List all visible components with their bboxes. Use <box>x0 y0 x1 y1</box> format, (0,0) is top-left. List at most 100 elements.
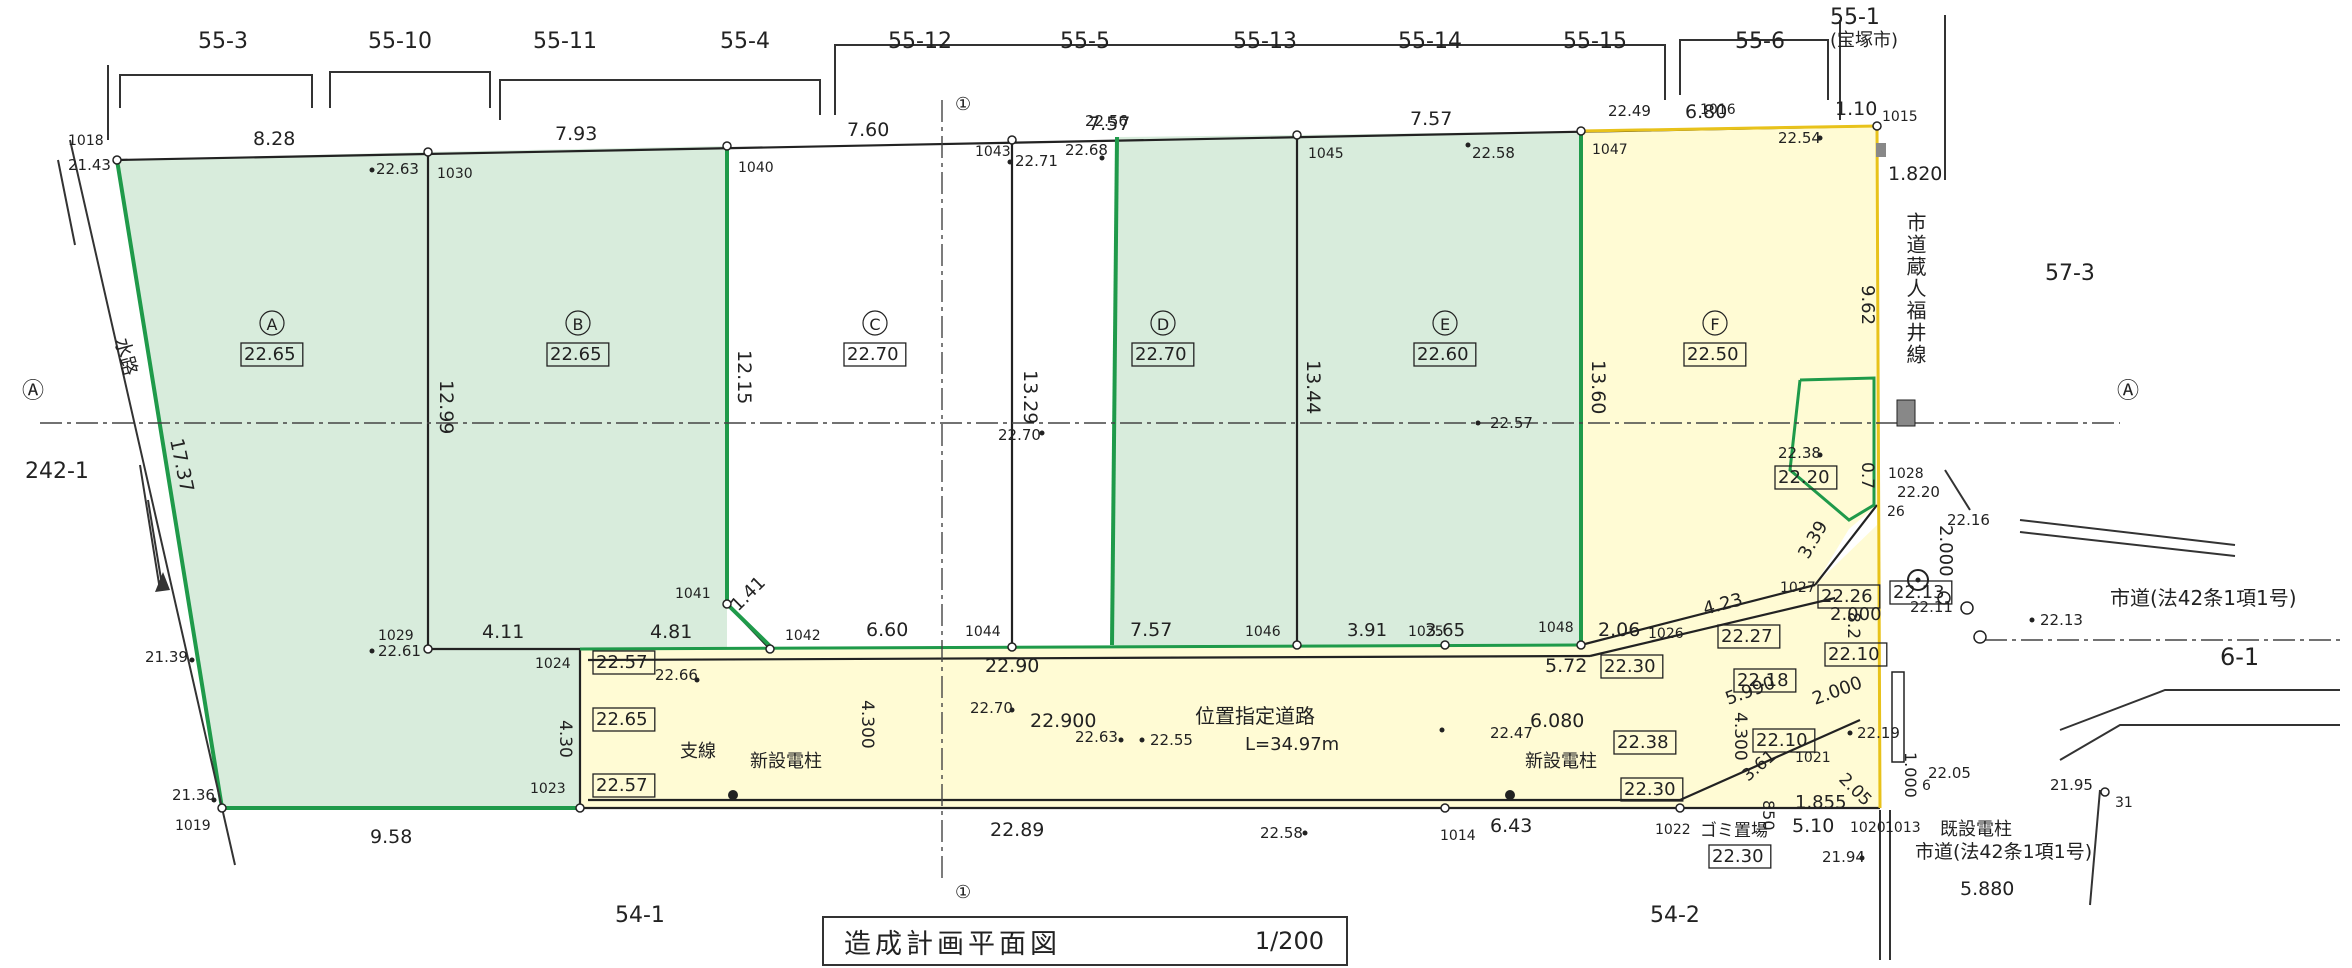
level-box: 22.60 <box>1417 344 1469 365</box>
dimension: 13.29 <box>1019 370 1041 424</box>
dimension: 7.93 <box>555 123 597 145</box>
elevation-value: 21.95 <box>2050 776 2093 794</box>
elevation-value: 22.70 <box>970 699 1013 717</box>
survey-point-number: 1048 <box>1538 620 1574 636</box>
survey-point <box>1007 135 1017 145</box>
dimension: 6.60 <box>866 619 908 641</box>
survey-point <box>765 644 775 654</box>
level-box-frame <box>1774 465 1838 490</box>
survey-point-number: 1023 <box>530 781 566 797</box>
survey-point-number: 1045 <box>1308 146 1344 162</box>
level-box-frame <box>240 342 304 367</box>
elevation-value: 22.19 <box>1857 724 1900 742</box>
dimension: 7.57 <box>1410 108 1452 130</box>
dimension: 22.90 <box>985 655 1039 677</box>
survey-point-number: 1024 <box>535 656 571 672</box>
level-box-frame <box>1600 654 1664 679</box>
neighbor-lot-label: 55-13 <box>1233 29 1297 54</box>
elevation-dot <box>1302 830 1308 836</box>
elevation-value: 22.05 <box>1928 764 1971 782</box>
elevation-value: 22.71 <box>1015 152 1058 170</box>
dimension: 9.62 <box>1857 285 1878 325</box>
pole-label: 既設電柱 <box>1940 819 2012 840</box>
dimension: 6.43 <box>1490 815 1532 837</box>
survey-point-number: 1030 <box>437 166 473 182</box>
survey-point-number: 26 <box>1887 504 1905 520</box>
level-box: 22.27 <box>1721 626 1773 647</box>
dimension: 3.65 <box>1425 620 1465 641</box>
level-box-frame <box>592 707 656 732</box>
elevation-value: 22.20 <box>1897 483 1940 501</box>
level-box-frame <box>1708 844 1772 869</box>
neighbor-lot-label: 55-12 <box>888 29 952 54</box>
level-box: 22.10 <box>1756 730 1808 751</box>
elevation-dot <box>1817 452 1823 458</box>
lot-e-fill <box>1297 131 1581 645</box>
level-box-frame <box>1613 730 1677 755</box>
dimension: 12.99 <box>435 380 457 434</box>
level-box: 22.50 <box>1687 344 1739 365</box>
dimension: 2.06 <box>1598 619 1640 641</box>
dimension: 7.57 <box>1130 619 1172 641</box>
level-box: 22.57 <box>596 652 648 673</box>
elevation-value: 22.11 <box>1910 598 1953 616</box>
level-box-frame <box>1413 342 1477 367</box>
level-box-frame <box>1817 584 1881 609</box>
elevation-value: 22.58 <box>1260 824 1303 842</box>
drawing-title: 造成計画平面図 <box>844 928 1061 960</box>
lot-label-circle <box>565 310 591 336</box>
dimension: 4.81 <box>650 621 692 643</box>
elevation-dot <box>1118 737 1124 743</box>
survey-point <box>722 599 732 609</box>
elevation-dot <box>1007 159 1013 165</box>
neighbor-lot-label: 242-1 <box>25 459 89 484</box>
level-box-frame <box>1717 624 1781 649</box>
meter-icon <box>1937 591 1951 605</box>
existing-pole-icon <box>1907 569 1929 591</box>
survey-point <box>1576 126 1586 136</box>
dimension: 4.300 <box>1730 712 1750 761</box>
road-name-label: 市道(法42条1項1号) <box>2110 586 2297 610</box>
dimension: 7.60 <box>847 119 889 141</box>
survey-point-number: 1014 <box>1440 828 1476 844</box>
level-box-frame <box>1733 668 1797 693</box>
elevation-value: 22.55 <box>1150 731 1193 749</box>
survey-point-number: 1020 <box>1850 820 1886 836</box>
manhole-icon <box>1973 630 1987 644</box>
lot-b-fill <box>428 146 727 649</box>
level-box-frame <box>1683 342 1747 367</box>
elevation-dot <box>1009 707 1015 713</box>
dimension: 1.000 <box>1901 752 1920 798</box>
lot-a-fill <box>117 152 580 808</box>
neighbor-boundaries <box>107 15 1946 960</box>
level-box: 22.65 <box>596 709 648 730</box>
lot-label: E <box>1440 315 1450 334</box>
survey-point-number: 1047 <box>1592 142 1628 158</box>
survey-point <box>1872 121 1882 131</box>
level-box: 22.30 <box>1604 656 1656 677</box>
section-mark: Ⓐ <box>2117 379 2139 404</box>
elevation-value: 22.70 <box>998 426 1041 444</box>
survey-point-number: 1015 <box>1882 109 1918 125</box>
dimension: 1.10 <box>1835 98 1877 120</box>
elevation-dot <box>2029 617 2035 623</box>
lot-label: C <box>869 315 880 334</box>
survey-point-number: 1013 <box>1885 820 1921 836</box>
survey-point-number: 1046 <box>1245 624 1281 640</box>
lot-fills <box>117 126 1880 808</box>
neighbor-lot-label: 55-10 <box>368 29 432 54</box>
section-end-label: ① <box>955 882 971 903</box>
level-box: 22.70 <box>847 344 899 365</box>
dimension: 8.2 <box>1843 612 1863 639</box>
flow-arrow-icon <box>155 572 170 592</box>
survey-point <box>1007 642 1017 652</box>
dimension: 7.57 <box>1088 113 1130 135</box>
neighbor-lot-label: 55-4 <box>720 29 770 54</box>
elevation-dot <box>189 657 195 663</box>
elevation-dot <box>211 797 217 803</box>
pole-label: 新設電柱 <box>750 751 822 772</box>
section-mark: Ⓐ <box>22 379 44 404</box>
neighbor-lot-label: 54-1 <box>615 903 665 928</box>
elevation-value: 22.13 <box>2040 611 2083 629</box>
